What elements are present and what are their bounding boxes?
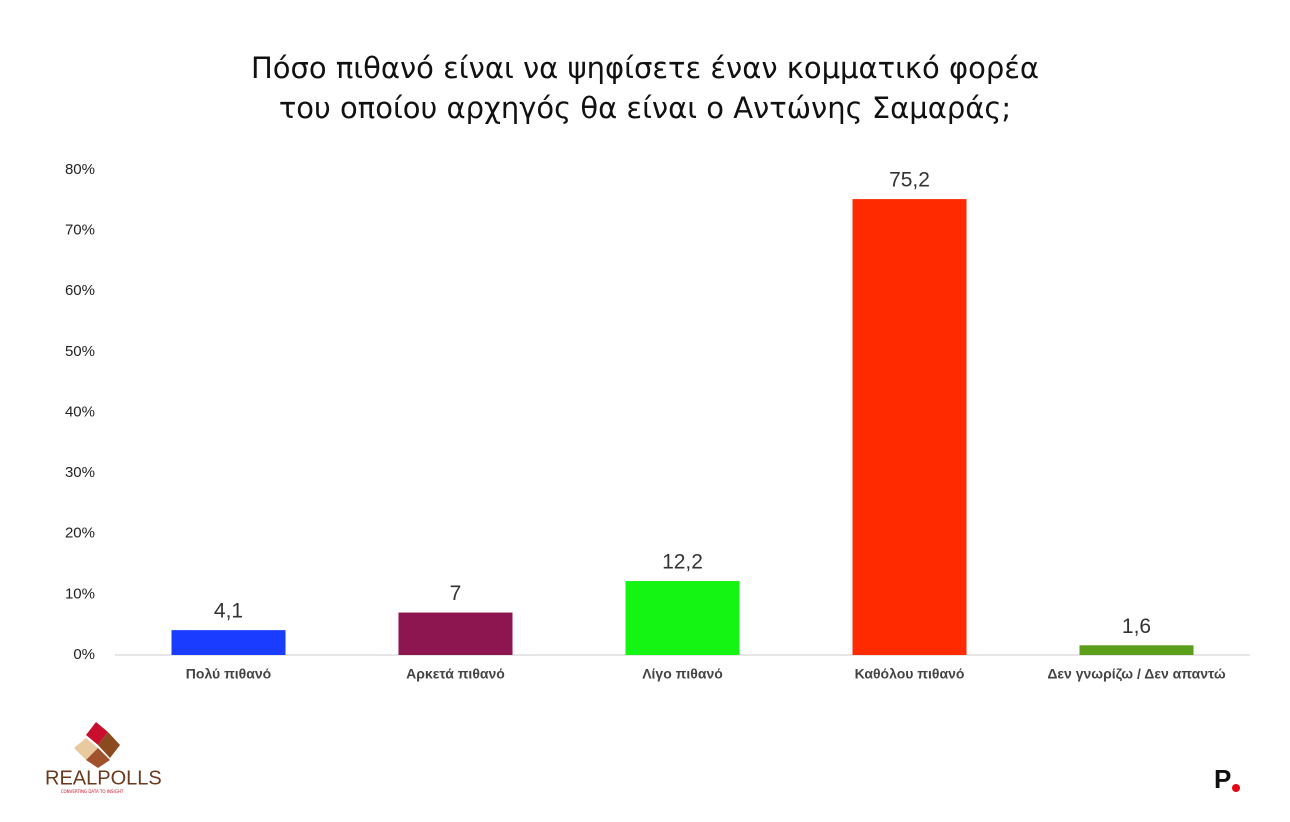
bar	[625, 581, 740, 655]
x-tick-label: Καθόλου πιθανό	[855, 666, 965, 682]
x-tick-label: Πολύ πιθανό	[186, 666, 271, 682]
y-tick-label: 60%	[65, 282, 95, 299]
publisher-logo: P	[1214, 764, 1240, 794]
y-tick-label: 70%	[65, 222, 95, 239]
y-tick-label: 40%	[65, 403, 95, 420]
y-tick-label: 20%	[65, 525, 95, 542]
bar	[1079, 645, 1194, 655]
bar	[852, 199, 967, 655]
value-label: 12,2	[662, 551, 703, 574]
logo-cube	[86, 748, 110, 768]
value-label: 75,2	[889, 169, 930, 192]
y-tick-label: 80%	[65, 161, 95, 178]
y-tick-label: 30%	[65, 464, 95, 481]
x-tick-label: Αρκετά πιθανό	[406, 666, 505, 682]
publisher-letter: P	[1214, 764, 1231, 794]
value-label: 7	[450, 582, 462, 605]
x-tick-label: Δεν γνωρίζω / Δεν απαντώ	[1047, 666, 1226, 682]
chart-title: Πόσο πιθανό είναι να ψηφίσετε έναν κομμα…	[251, 51, 1039, 85]
value-label: 4,1	[214, 600, 243, 623]
logo-cube	[98, 732, 120, 758]
x-tick-label: Λίγο πιθανό	[642, 666, 723, 682]
y-tick-label: 50%	[65, 343, 95, 360]
realpolls-logo: REALPOLLS CONVERTING DATA TO INSIGHT	[45, 722, 162, 794]
publisher-dot	[1232, 784, 1240, 792]
y-tick-label: 0%	[73, 646, 95, 663]
logo-cube	[74, 738, 98, 760]
y-tick-label: 10%	[65, 585, 95, 602]
value-label: 1,6	[1122, 615, 1151, 638]
chart-title: του οποίου αρχηγός θα είναι ο Αντώνης Σα…	[279, 91, 1011, 125]
logo-cube	[86, 722, 108, 745]
logo-tagline: CONVERTING DATA TO INSIGHT	[61, 789, 124, 794]
bar	[398, 612, 513, 655]
logo-name: REALPOLLS	[45, 767, 162, 789]
bar	[171, 630, 286, 655]
